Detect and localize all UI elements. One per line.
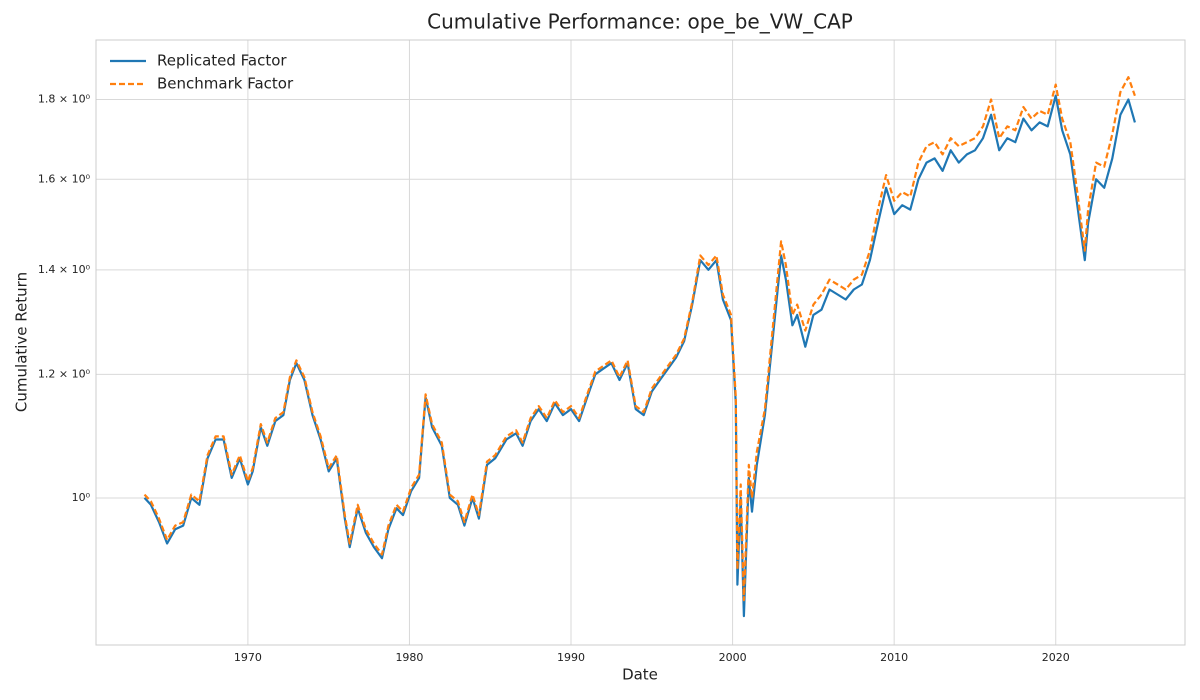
plot-frame bbox=[95, 39, 1186, 646]
x-tick-label: 2010 bbox=[880, 651, 908, 664]
chart-title: Cumulative Performance: ope_be_VW_CAP bbox=[427, 10, 853, 34]
x-tick-label: 1980 bbox=[395, 651, 423, 664]
y-axis-label: Cumulative Return bbox=[13, 272, 31, 412]
series-line bbox=[143, 94, 1136, 618]
y-tick-label: 1.6 × 10⁰ bbox=[38, 172, 91, 185]
series-line bbox=[143, 76, 1136, 602]
x-axis-label: Date bbox=[622, 666, 658, 684]
legend-label: Benchmark Factor bbox=[157, 75, 294, 93]
legend-label: Replicated Factor bbox=[157, 52, 287, 70]
y-tick-label: 10⁰ bbox=[72, 491, 91, 504]
x-tick-label: 1970 bbox=[234, 651, 262, 664]
y-tick-label: 1.2 × 10⁰ bbox=[38, 367, 91, 380]
y-tick-label: 1.4 × 10⁰ bbox=[38, 263, 91, 276]
y-tick-label: 1.8 × 10⁰ bbox=[38, 92, 91, 105]
x-tick-label: 1990 bbox=[557, 651, 585, 664]
x-tick-label: 2020 bbox=[1042, 651, 1070, 664]
x-tick-label: 2000 bbox=[719, 651, 747, 664]
